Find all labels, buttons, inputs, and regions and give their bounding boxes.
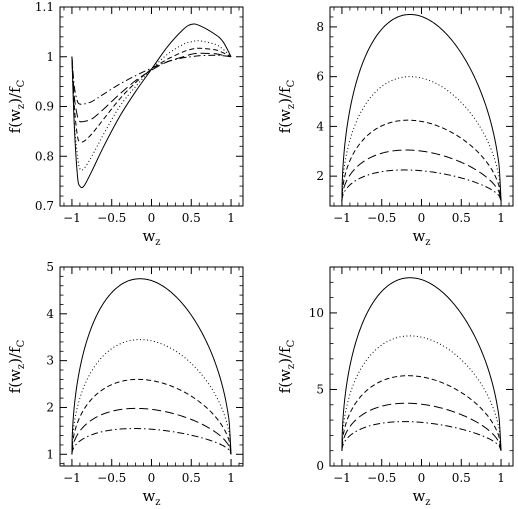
series-solid bbox=[341, 13, 502, 202]
series-group bbox=[71, 23, 232, 189]
x-tick-label: −0.5 bbox=[367, 471, 396, 485]
y-tick-label: 0.9 bbox=[35, 100, 54, 114]
y-axis-label: f(wz)/fC bbox=[276, 79, 297, 133]
x-tick-label: 1 bbox=[497, 211, 505, 225]
x-tick-label: 0.5 bbox=[182, 211, 201, 225]
series-dotted bbox=[71, 40, 232, 171]
x-tick-label: 1 bbox=[497, 471, 505, 485]
y-tick-label: 1.1 bbox=[35, 0, 54, 14]
y-tick-label: 1 bbox=[46, 50, 54, 64]
x-axis-label: wz bbox=[412, 487, 430, 508]
x-tick-label: −1 bbox=[333, 471, 351, 485]
series-dashed bbox=[341, 375, 502, 451]
y-tick-label: 0.7 bbox=[35, 199, 54, 213]
x-tick-label: 0.5 bbox=[452, 211, 471, 225]
x-tick-label: 0.5 bbox=[452, 471, 471, 485]
series-group bbox=[341, 13, 502, 202]
y-tick-label: 3 bbox=[46, 354, 54, 368]
x-tick-label: −1 bbox=[63, 471, 81, 485]
series-dashdot bbox=[71, 54, 232, 105]
x-tick-label: −0.5 bbox=[367, 211, 396, 225]
series-longdash bbox=[71, 52, 232, 123]
series-dashed bbox=[71, 378, 232, 455]
x-tick-label: 0 bbox=[418, 471, 426, 485]
y-tick-label: 4 bbox=[46, 307, 54, 321]
y-tick-label: 0.8 bbox=[35, 149, 54, 163]
series-group bbox=[341, 277, 502, 451]
y-axis-label: f(wz)/fC bbox=[6, 339, 27, 393]
x-axis-label: wz bbox=[142, 227, 160, 248]
series-dashdot bbox=[341, 169, 502, 202]
series-dashdot bbox=[71, 428, 232, 455]
y-axis-label: f(wz)/fC bbox=[276, 339, 297, 393]
series-dashed bbox=[71, 47, 232, 143]
x-tick-label: −1 bbox=[333, 211, 351, 225]
series-dotted bbox=[71, 339, 232, 455]
series-longdash bbox=[341, 149, 502, 202]
x-axis-label: wz bbox=[142, 487, 160, 508]
y-tick-label: 0 bbox=[316, 459, 324, 473]
x-tick-label: −1 bbox=[63, 211, 81, 225]
y-tick-label: 6 bbox=[316, 70, 324, 84]
series-solid bbox=[71, 23, 232, 189]
series-longdash bbox=[71, 407, 232, 455]
y-tick-label: 8 bbox=[316, 20, 324, 34]
series-dashdot bbox=[341, 421, 502, 451]
panel-1: −1 −0.5 0 0.5 1 0.7 0.8 0.9 1 1.1 wz f(wz)/fC bbox=[6, 0, 244, 248]
series-solid bbox=[341, 277, 502, 451]
series-solid bbox=[71, 278, 232, 455]
x-tick-label: 0 bbox=[148, 211, 156, 225]
y-tick-label: 1 bbox=[46, 447, 54, 461]
panel-2: −1 −0.5 0 0.5 1 2 4 6 8 wz f(wz)/fC bbox=[276, 6, 514, 248]
y-tick-label: 5 bbox=[316, 382, 324, 396]
series-dashed bbox=[341, 119, 502, 202]
y-tick-label: 2 bbox=[46, 400, 54, 414]
series-group bbox=[71, 278, 232, 455]
x-tick-label: 0 bbox=[418, 211, 426, 225]
plot-frame bbox=[59, 6, 244, 207]
x-tick-label: 0 bbox=[148, 471, 156, 485]
y-tick-label: 10 bbox=[309, 306, 324, 320]
plot-frame bbox=[329, 266, 514, 467]
x-tick-label: 1 bbox=[227, 471, 235, 485]
y-tick-label: 2 bbox=[316, 169, 324, 183]
x-tick-label: −0.5 bbox=[97, 471, 126, 485]
x-tick-label: 0.5 bbox=[182, 471, 201, 485]
x-tick-label: 1 bbox=[227, 211, 235, 225]
x-axis-label: wz bbox=[412, 227, 430, 248]
series-longdash bbox=[341, 402, 502, 451]
x-tick-label: −0.5 bbox=[97, 211, 126, 225]
y-tick-label: 4 bbox=[316, 119, 324, 133]
y-tick-label: 5 bbox=[46, 260, 54, 274]
panel-3: −1 −0.5 0 0.5 1 1 2 3 4 5 wz f(wz)/fC bbox=[6, 260, 244, 508]
y-axis-label: f(wz)/fC bbox=[6, 79, 27, 133]
series-dotted bbox=[341, 76, 502, 202]
